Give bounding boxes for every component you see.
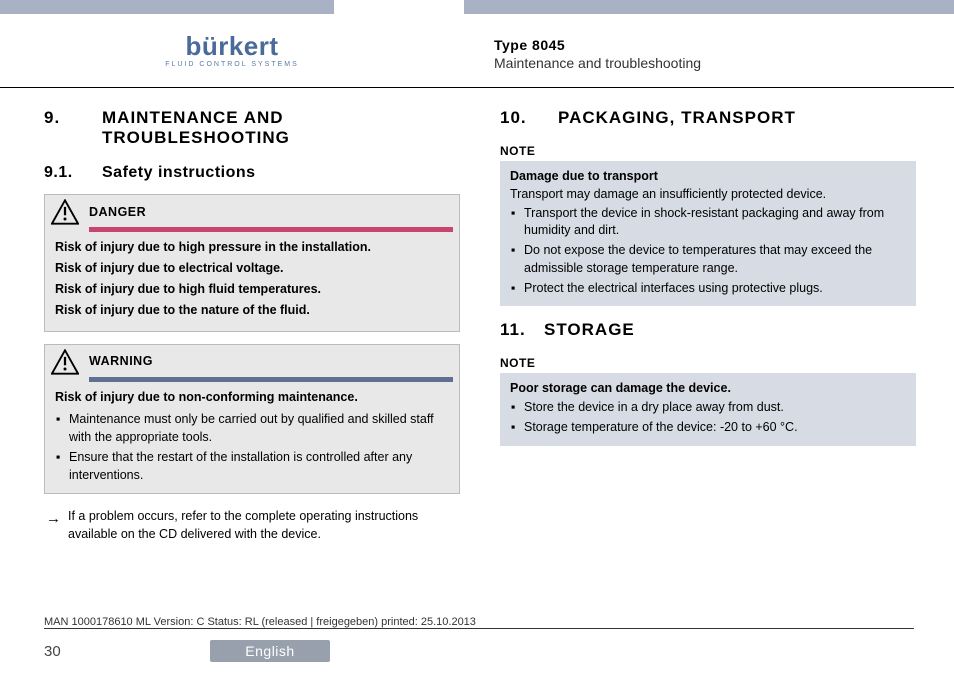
danger-line: Risk of injury due to high fluid tempera…: [55, 280, 449, 298]
note-bullet: ▪ Do not expose the device to temperatur…: [510, 241, 906, 279]
warning-body: Risk of injury due to non-conforming mai…: [45, 388, 459, 494]
heading-number: 9.: [44, 108, 102, 148]
page-number: 30: [0, 643, 170, 660]
heading-9-1: 9.1. Safety instructions: [44, 164, 460, 182]
note-bullet: ▪ Protect the electrical interfaces usin…: [510, 279, 906, 299]
heading-number: 9.1.: [44, 164, 102, 182]
arrow-note: → If a problem occurs, refer to the comp…: [44, 506, 460, 543]
heading-10: 10. PACKAGING, TRANSPORT: [500, 108, 916, 128]
bullet-icon: ▪: [510, 280, 524, 298]
warning-triangle-icon: [51, 349, 79, 375]
heading-text: PACKAGING, TRANSPORT: [558, 108, 916, 128]
top-bar-right: [464, 0, 954, 14]
bullet-icon: ▪: [55, 448, 69, 484]
warning-bullet: ▪ Maintenance must only be carried out b…: [55, 409, 449, 447]
heading-text: STORAGE: [544, 320, 916, 340]
note-storage: Poor storage can damage the device. ▪ St…: [500, 373, 916, 445]
footer-meta: MAN 1000178610 ML Version: C Status: RL …: [44, 616, 914, 629]
language-pill: English: [210, 640, 330, 662]
danger-body: Risk of injury due to high pressure in t…: [45, 238, 459, 331]
bullet-text: Transport the device in shock-resistant …: [524, 205, 906, 241]
warning-triangle-icon: [51, 199, 79, 225]
warning-head: WARNING: [45, 345, 459, 375]
heading-number: 10.: [500, 108, 558, 128]
bullet-icon: ▪: [510, 399, 524, 417]
arrow-icon: →: [46, 508, 68, 543]
danger-head: DANGER: [45, 195, 459, 225]
note-lead-bold: Poor storage can damage the device.: [510, 380, 906, 398]
danger-box: DANGER Risk of injury due to high pressu…: [44, 194, 460, 332]
right-column: 10. PACKAGING, TRANSPORT NOTE Damage due…: [480, 98, 916, 543]
heading-text: Safety instructions: [102, 164, 256, 182]
device-type: Type 8045: [494, 37, 701, 53]
left-column: 9. MAINTENANCE AND TROUBLESHOOTING 9.1. …: [44, 98, 480, 543]
top-accent-bars: [0, 0, 954, 14]
warning-color-bar: [89, 377, 453, 382]
bullet-icon: ▪: [510, 419, 524, 437]
bullet-text: Maintenance must only be carried out by …: [69, 410, 449, 446]
logo-text: bürkert: [165, 33, 299, 59]
top-bar-left: [0, 0, 334, 14]
warning-bullet: ▪ Ensure that the restart of the install…: [55, 447, 449, 485]
logo-subtext: FLUID CONTROL SYSTEMS: [165, 61, 299, 68]
footer-bar: 30 English: [0, 629, 954, 673]
note-bullet: ▪ Store the device in a dry place away f…: [510, 398, 906, 418]
brand-logo: bürkert FLUID CONTROL SYSTEMS: [165, 33, 299, 68]
bullet-icon: ▪: [510, 242, 524, 278]
page-header: bürkert FLUID CONTROL SYSTEMS Type 8045 …: [0, 14, 954, 88]
bullet-icon: ▪: [55, 410, 69, 446]
note-label: NOTE: [500, 356, 916, 370]
note-label: NOTE: [500, 144, 916, 158]
bullet-text: Protect the electrical interfaces using …: [524, 280, 906, 298]
danger-line: Risk of injury due to high pressure in t…: [55, 238, 449, 256]
heading-text: MAINTENANCE AND TROUBLESHOOTING: [102, 108, 460, 148]
arrow-text: If a problem occurs, refer to the comple…: [68, 508, 456, 543]
header-right: Type 8045 Maintenance and troubleshootin…: [464, 31, 701, 71]
note-bullet: ▪ Transport the device in shock-resistan…: [510, 204, 906, 242]
note-bullet: ▪ Storage temperature of the device: -20…: [510, 418, 906, 438]
content-area: 9. MAINTENANCE AND TROUBLESHOOTING 9.1. …: [0, 88, 954, 543]
heading-9: 9. MAINTENANCE AND TROUBLESHOOTING: [44, 108, 460, 148]
warning-label: WARNING: [89, 352, 153, 370]
bullet-text: Storage temperature of the device: -20 t…: [524, 419, 906, 437]
bullet-text: Store the device in a dry place away fro…: [524, 399, 906, 417]
note-lead-bold: Damage due to transport: [510, 168, 906, 186]
bullet-icon: ▪: [510, 205, 524, 241]
logo-wrap: bürkert FLUID CONTROL SYSTEMS: [0, 33, 464, 68]
heading-11: 11. STORAGE: [500, 320, 916, 340]
section-title: Maintenance and troubleshooting: [494, 55, 701, 71]
danger-color-bar: [89, 227, 453, 232]
danger-line: Risk of injury due to electrical voltage…: [55, 259, 449, 277]
danger-label: DANGER: [89, 203, 146, 221]
heading-number: 11.: [500, 320, 544, 340]
bullet-text: Ensure that the restart of the installat…: [69, 448, 449, 484]
danger-line: Risk of injury due to the nature of the …: [55, 301, 449, 319]
note-lead-plain: Transport may damage an insufficiently p…: [510, 186, 906, 204]
warning-lead: Risk of injury due to non-conforming mai…: [55, 388, 449, 406]
top-bar-gap: [334, 0, 464, 14]
warning-box: WARNING Risk of injury due to non-confor…: [44, 344, 460, 495]
note-transport: Damage due to transport Transport may da…: [500, 161, 916, 306]
bullet-text: Do not expose the device to temperatures…: [524, 242, 906, 278]
